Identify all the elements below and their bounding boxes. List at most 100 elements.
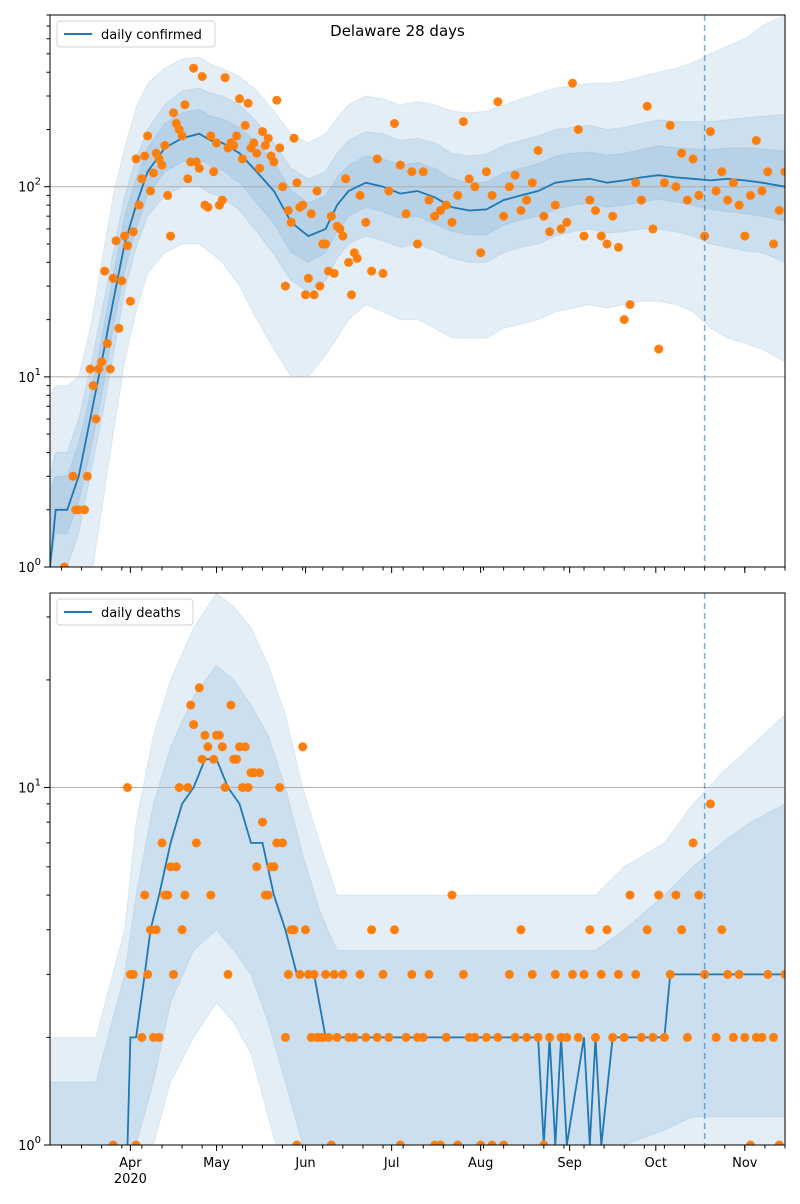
data-point	[470, 1032, 480, 1042]
data-point	[260, 140, 270, 150]
data-point	[694, 190, 704, 200]
data-point	[134, 200, 144, 210]
uncertainty-band-mid	[50, 87, 785, 567]
data-point	[671, 182, 681, 192]
data-point	[401, 1032, 411, 1042]
data-point	[665, 969, 675, 979]
data-point	[602, 239, 612, 249]
data-point	[252, 862, 262, 872]
data-point	[436, 1140, 445, 1145]
data-point	[642, 101, 652, 111]
data-point	[504, 182, 514, 192]
data-point	[335, 224, 345, 234]
data-point	[88, 381, 98, 391]
data-point	[550, 200, 560, 210]
data-point	[177, 925, 187, 935]
data-point	[154, 1032, 164, 1042]
data-point	[436, 206, 445, 215]
data-point	[774, 1140, 784, 1145]
data-point	[573, 1032, 583, 1042]
data-point	[372, 1032, 382, 1042]
data-point	[303, 273, 313, 283]
data-point	[183, 783, 193, 792]
data-point	[329, 268, 339, 278]
data-point	[390, 925, 399, 935]
data-point	[418, 1032, 428, 1042]
data-point	[324, 1032, 333, 1042]
data-point	[453, 1140, 463, 1145]
plot-area	[50, 15, 785, 567]
data-point	[395, 160, 405, 170]
data-point	[275, 783, 285, 792]
data-point	[321, 969, 331, 979]
data-point	[203, 742, 213, 752]
data-point	[591, 1032, 600, 1042]
data-point	[157, 838, 167, 848]
y-tick-label: 101	[18, 367, 41, 386]
data-point	[510, 170, 520, 180]
data-point	[183, 174, 193, 184]
legend: daily deaths	[56, 598, 194, 626]
uncertainty-band-outer	[50, 15, 785, 567]
legend-label: daily deaths	[101, 606, 181, 621]
data-point	[367, 266, 377, 276]
data-point	[94, 364, 104, 374]
data-point	[757, 1032, 767, 1042]
data-point	[395, 1140, 405, 1145]
data-point	[458, 117, 468, 127]
axes-frame	[49, 14, 786, 568]
data-point	[275, 143, 285, 153]
data-point	[780, 167, 785, 177]
uncertainty-band-outer	[50, 593, 785, 1145]
data-point	[780, 969, 785, 979]
data-point	[131, 154, 141, 164]
data-point	[608, 1032, 618, 1042]
data-point	[596, 231, 606, 241]
data-point	[677, 925, 687, 935]
data-point	[249, 138, 259, 148]
x-tick-label: Jul	[383, 1156, 400, 1171]
data-point	[671, 890, 681, 900]
data-point	[140, 151, 150, 161]
data-point	[217, 195, 227, 205]
data-point	[278, 182, 288, 192]
data-point	[243, 783, 253, 792]
data-point	[510, 1032, 520, 1042]
data-point	[309, 969, 319, 979]
data-point	[105, 364, 115, 374]
data-point	[682, 195, 692, 205]
data-point	[476, 1140, 486, 1145]
data-point	[269, 157, 279, 167]
data-point	[232, 131, 242, 141]
confirmed-axes: 100 101 102 daily confirmed Delaware 28 days	[18, 14, 786, 576]
data-point	[123, 783, 132, 792]
data-point	[648, 224, 658, 234]
data-point	[258, 127, 267, 137]
data-point	[677, 148, 687, 158]
data-point	[341, 174, 351, 184]
data-point	[413, 239, 422, 249]
data-point	[197, 754, 207, 764]
data-point	[562, 1032, 572, 1042]
data-point	[361, 217, 371, 227]
x-tick-label: Apr	[119, 1156, 142, 1171]
data-point	[329, 969, 339, 979]
data-point	[562, 217, 572, 227]
data-point	[174, 783, 184, 792]
data-point	[591, 206, 600, 215]
data-point	[694, 890, 704, 900]
data-point	[705, 799, 715, 809]
data-point	[596, 969, 606, 979]
data-point	[240, 120, 250, 130]
data-point	[283, 969, 293, 979]
data-point	[263, 133, 273, 143]
data-point	[493, 1032, 503, 1042]
data-point	[326, 1140, 336, 1145]
data-point	[361, 1032, 371, 1042]
x-tick-label: Jun	[294, 1156, 315, 1171]
data-point	[292, 1140, 302, 1145]
data-point	[774, 206, 784, 215]
data-point	[280, 1032, 290, 1042]
data-point	[447, 217, 457, 227]
data-point	[470, 182, 480, 192]
